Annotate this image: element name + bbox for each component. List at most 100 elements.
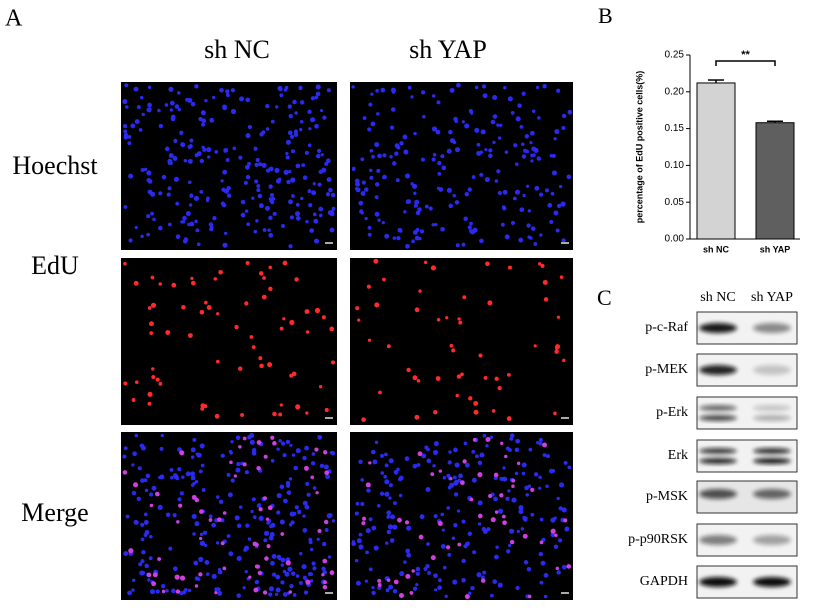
edu-cell bbox=[262, 496, 267, 501]
edu-cell bbox=[147, 401, 152, 406]
nucleus bbox=[476, 572, 482, 578]
edu-cell bbox=[423, 260, 428, 265]
band bbox=[699, 323, 737, 333]
nucleus bbox=[285, 151, 289, 156]
nucleus bbox=[253, 229, 258, 234]
nucleus bbox=[440, 154, 445, 159]
nucleus bbox=[159, 474, 165, 480]
nucleus bbox=[393, 469, 399, 475]
nucleus bbox=[247, 124, 252, 130]
nucleus bbox=[274, 167, 280, 173]
edu-cell bbox=[263, 454, 268, 459]
nucleus bbox=[375, 89, 379, 93]
nucleus bbox=[173, 138, 178, 143]
nucleus bbox=[131, 463, 135, 467]
nucleus bbox=[195, 228, 200, 233]
nucleus bbox=[482, 570, 487, 575]
nucleus bbox=[438, 187, 444, 192]
nucleus bbox=[386, 514, 391, 519]
nucleus bbox=[507, 96, 513, 102]
blot-frame bbox=[696, 396, 798, 430]
nucleus bbox=[489, 435, 494, 439]
nucleus bbox=[392, 524, 398, 530]
nucleus bbox=[289, 443, 293, 447]
edu-cell bbox=[404, 520, 410, 525]
nucleus bbox=[477, 460, 483, 466]
nucleus bbox=[480, 575, 485, 580]
nucleus bbox=[499, 123, 503, 127]
edu-cell bbox=[323, 580, 327, 585]
nucleus bbox=[284, 85, 289, 90]
nucleus bbox=[192, 532, 196, 536]
nucleus bbox=[564, 526, 570, 532]
nucleus bbox=[471, 449, 476, 454]
edu-cell bbox=[314, 307, 321, 314]
nucleus bbox=[251, 196, 255, 200]
nucleus bbox=[226, 193, 232, 198]
nucleus bbox=[198, 116, 203, 122]
nucleus bbox=[249, 439, 255, 445]
nucleus bbox=[371, 154, 375, 159]
edu-cell bbox=[436, 317, 441, 322]
nucleus bbox=[354, 558, 359, 563]
nucleus bbox=[222, 106, 227, 111]
nucleus bbox=[467, 187, 472, 192]
nucleus bbox=[123, 124, 128, 129]
edu-cell bbox=[270, 435, 275, 440]
nucleus bbox=[136, 105, 141, 110]
nucleus bbox=[171, 588, 176, 594]
edu-cell bbox=[446, 545, 451, 550]
nucleus bbox=[550, 517, 556, 523]
edu-cell bbox=[218, 269, 223, 275]
nucleus bbox=[218, 499, 224, 505]
edu-cell bbox=[366, 284, 371, 289]
nucleus bbox=[556, 496, 560, 501]
nucleus bbox=[146, 232, 150, 237]
nucleus bbox=[480, 129, 486, 135]
nucleus bbox=[299, 581, 303, 585]
nucleus bbox=[543, 594, 548, 599]
edu-cell bbox=[494, 510, 499, 514]
nucleus bbox=[123, 129, 128, 134]
nucleus bbox=[421, 453, 427, 459]
edu-cell bbox=[361, 521, 366, 526]
nucleus bbox=[138, 562, 143, 567]
edu-cell bbox=[566, 564, 572, 569]
edu-cell bbox=[464, 594, 470, 600]
nucleus bbox=[275, 574, 281, 580]
edu-cell bbox=[255, 564, 260, 569]
nucleus bbox=[426, 447, 430, 452]
nucleus bbox=[270, 119, 275, 124]
nucleus bbox=[144, 563, 149, 569]
edu-cell bbox=[414, 307, 420, 313]
nucleus bbox=[292, 511, 297, 516]
edu-cell bbox=[527, 594, 532, 599]
nucleus bbox=[221, 202, 227, 208]
nucleus bbox=[247, 161, 251, 166]
nucleus bbox=[387, 524, 394, 530]
nucleus bbox=[182, 239, 188, 244]
nucleus bbox=[390, 87, 396, 93]
nucleus bbox=[139, 443, 145, 448]
nucleus bbox=[389, 538, 395, 543]
nucleus bbox=[365, 550, 369, 555]
nucleus bbox=[354, 511, 359, 516]
edu-cell bbox=[304, 465, 309, 471]
edu-cell bbox=[469, 497, 474, 502]
edu-cell bbox=[150, 275, 155, 280]
nucleus bbox=[385, 541, 389, 545]
nucleus bbox=[488, 153, 493, 159]
nucleus bbox=[355, 187, 361, 193]
nucleus bbox=[189, 221, 195, 227]
edu-cell bbox=[483, 375, 488, 380]
nucleus bbox=[515, 116, 521, 122]
nucleus bbox=[452, 475, 457, 480]
nucleus bbox=[488, 148, 493, 153]
nucleus bbox=[421, 157, 425, 162]
nucleus bbox=[502, 206, 507, 211]
edu-cell bbox=[155, 377, 160, 382]
nucleus bbox=[456, 82, 461, 88]
nucleus bbox=[518, 509, 524, 515]
nucleus bbox=[127, 141, 132, 146]
nucleus bbox=[446, 187, 452, 193]
